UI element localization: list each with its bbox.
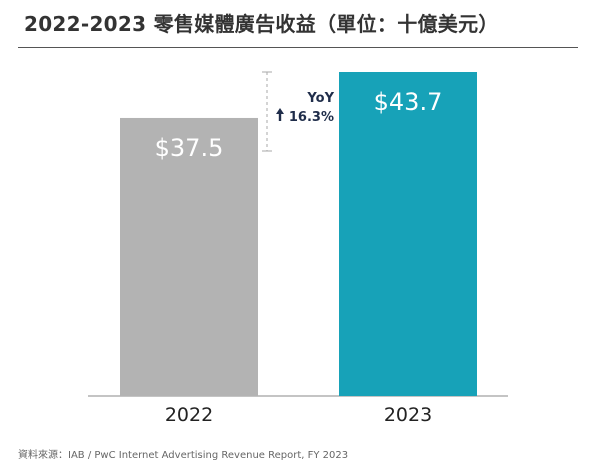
x-tick-label-2022: 2022 [165,404,213,426]
x-tick-label-2023: 2023 [384,404,432,426]
bar-value-label-2022: $37.5 [155,134,224,162]
bars-layer: $37.5 2022 $43.7 2023 [120,72,477,426]
bar-value-label-2023: $43.7 [374,88,443,116]
bar-2022 [120,117,258,397]
source-note: 資料來源：IAB / PwC Internet Advertising Reve… [18,450,349,461]
up-arrow-icon [276,108,284,121]
title-divider [18,47,578,48]
bar-2023 [339,72,477,396]
chart-title: 2022-2023 零售媒體廣告收益（單位：十億美元） [24,12,499,36]
yoy-change-value: 16.3% [289,110,334,125]
yoy-label: YoY [306,91,334,106]
yoy-annotation: YoY 16.3% [262,71,335,152]
